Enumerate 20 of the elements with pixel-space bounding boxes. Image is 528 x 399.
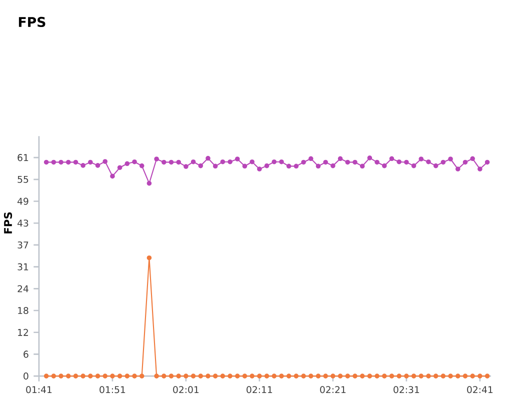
y-tick-label: 49 [18,198,28,205]
y-tick-label: 61 [18,154,28,162]
x-tick-label: 02:41 [467,386,493,394]
chart-title: FPS [18,16,46,28]
y-tick-label: 12 [18,328,28,336]
x-tick-label: 02:11 [246,386,272,394]
y-tick-label: 24 [18,285,28,292]
x-tick-label: 02:21 [320,386,346,394]
y-tick-label: 6 [24,350,28,358]
x-tick-label: 02:01 [173,386,199,394]
y-axis-title: FPS [4,212,12,234]
y-tick-label: 55 [18,176,28,183]
x-tick-label: 01:51 [100,386,126,394]
y-tick-label: 37 [18,241,28,248]
y-tick-label: 31 [18,263,28,270]
x-tick-label: 02:31 [394,386,420,394]
x-tick-label: 01:41 [26,386,52,394]
y-tick-label: 43 [18,220,28,227]
y-tick-label: 0 [24,372,28,380]
y-tick-label: 18 [18,306,28,314]
